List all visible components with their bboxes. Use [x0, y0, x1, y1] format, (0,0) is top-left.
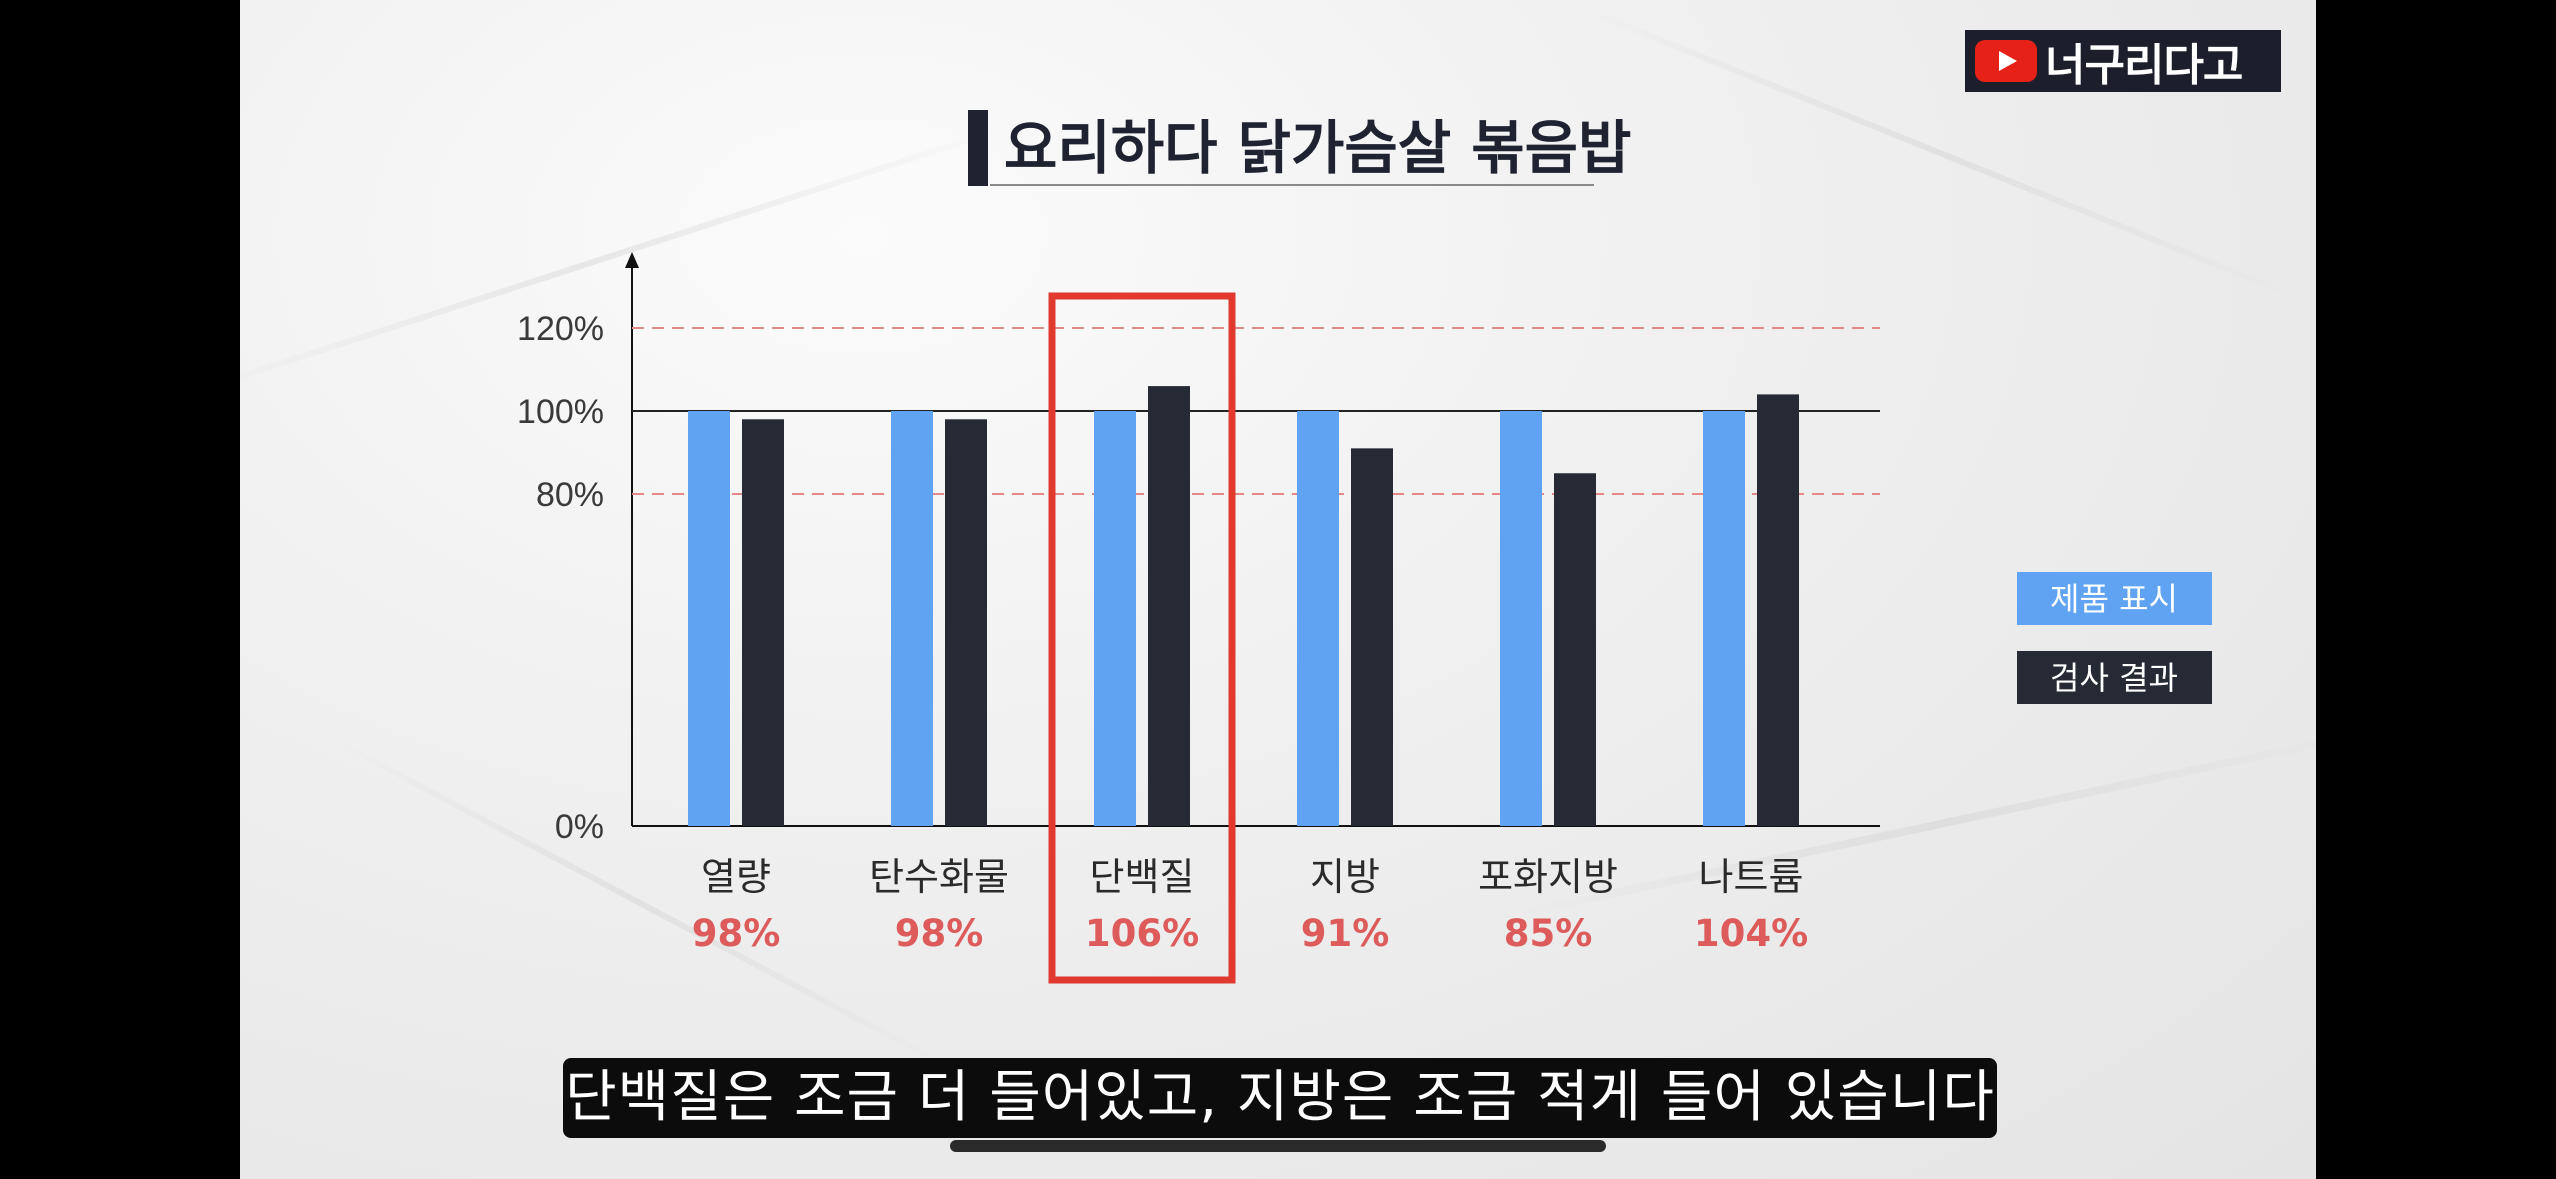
chart-title: 요리하다 닭가슴살 볶음밥 — [1004, 114, 1631, 182]
bars — [688, 386, 1799, 826]
bar-product-3 — [1297, 411, 1339, 826]
bar-product-4 — [1500, 411, 1542, 826]
y-tick-label: 80% — [536, 476, 604, 514]
y-axis-arrow-icon — [625, 252, 639, 268]
bar-result-1 — [945, 419, 987, 826]
category-label: 지방 — [1310, 855, 1380, 899]
category-label: 탄수화물 — [869, 855, 1009, 899]
legend-swatch-result — [2017, 651, 2212, 704]
reference-lines — [632, 327, 1880, 495]
bar-result-4 — [1554, 473, 1596, 826]
bar-product-0 — [688, 411, 730, 826]
category-label: 나트륨 — [1699, 855, 1804, 899]
youtube-play-icon — [1975, 40, 2037, 82]
category-label: 단백질 — [1090, 855, 1195, 899]
category-label: 열량 — [701, 855, 771, 899]
y-tick-label: 120% — [517, 310, 604, 348]
bar-product-2 — [1094, 411, 1136, 826]
legend-label-product: 제품 표시 — [2050, 580, 2178, 618]
bar-product-1 — [891, 411, 933, 826]
bar-result-3 — [1351, 448, 1393, 826]
category-label: 포화지방 — [1478, 855, 1618, 899]
y-tick-labels: 0% 80% 100% 120% — [517, 310, 604, 846]
highlight-box — [1048, 292, 1236, 984]
legend-swatch-product — [2017, 572, 2212, 625]
chart-axes — [625, 252, 1880, 827]
percent-label: 104% — [1694, 912, 1808, 955]
video-content[interactable] — [240, 0, 2316, 1179]
bar-product-5 — [1703, 411, 1745, 826]
percent-label: 91% — [1301, 912, 1390, 955]
y-tick-label: 0% — [555, 808, 604, 846]
percent-label: 98% — [692, 912, 781, 955]
home-indicator[interactable] — [950, 1140, 1606, 1152]
percent-label: 98% — [895, 912, 984, 955]
bar-result-0 — [742, 419, 784, 826]
subtitle-caption: 단백질은 조금 더 들어있고, 지방은 조금 적게 들어 있습니다 — [563, 1058, 1997, 1138]
channel-name: 너구리다고 — [2045, 40, 2243, 91]
percent-label: 106% — [1085, 912, 1199, 955]
y-tick-label: 100% — [517, 393, 604, 431]
category-labels: 열량 98% 탄수화물 98% 단백질 106% 지방 91% 포화지방 85% 나트륨 104% — [692, 855, 1808, 955]
legend: 제품 표시 검사 결과 — [2017, 572, 2212, 704]
legend-label-result: 검사 결과 — [2050, 659, 2178, 697]
title-accent-bar — [968, 110, 988, 186]
channel-logo[interactable]: 너구리다고 — [1965, 30, 2281, 92]
bar-result-2 — [1148, 386, 1190, 826]
bar-result-5 — [1757, 394, 1799, 826]
percent-label: 85% — [1504, 912, 1593, 955]
highlight-group — [1048, 292, 1236, 984]
